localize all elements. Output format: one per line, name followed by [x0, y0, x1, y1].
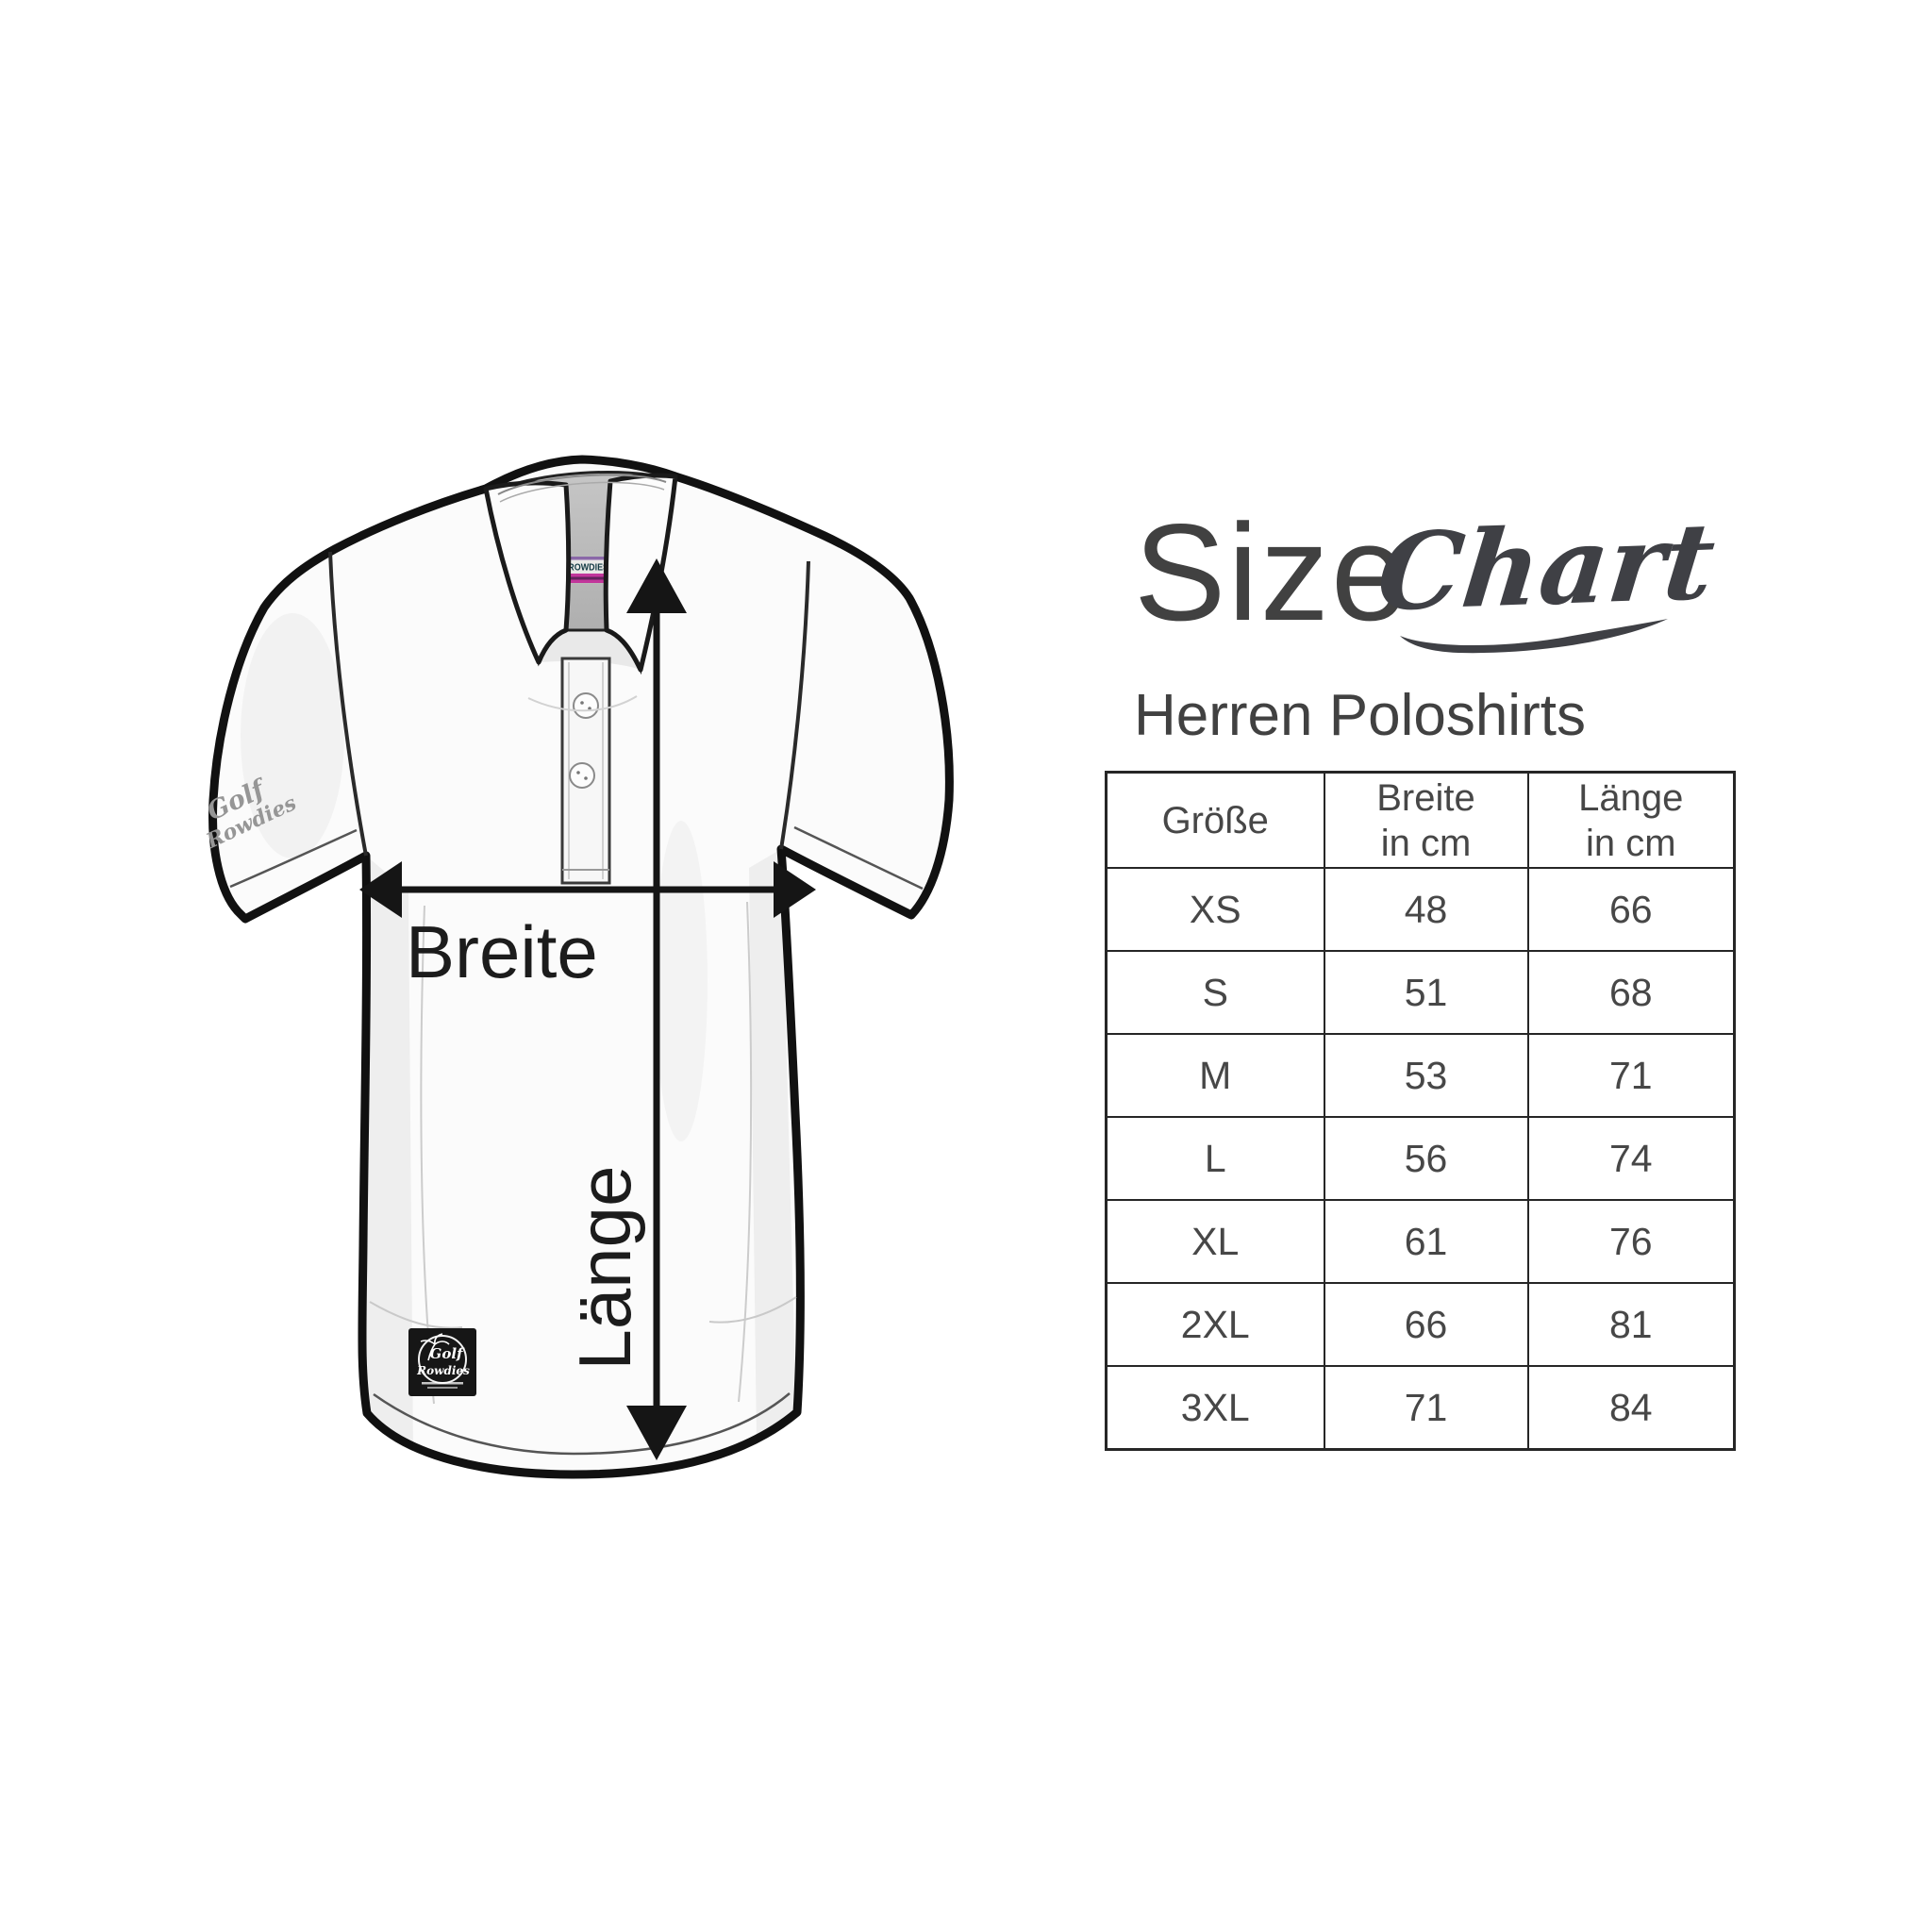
- size-cell: XL: [1105, 1199, 1325, 1284]
- width-arrow: [359, 861, 816, 918]
- patch-script-bottom: Rowdies: [416, 1364, 470, 1377]
- table-row: L 56 74: [1105, 1116, 1736, 1201]
- size-cell: 2XL: [1105, 1282, 1325, 1367]
- size-cell: L: [1105, 1116, 1325, 1201]
- col-header-label: Länge: [1578, 776, 1684, 819]
- breite-cell: 56: [1323, 1116, 1529, 1201]
- table-row: 3XL 71 84: [1105, 1365, 1736, 1451]
- placket: [560, 657, 611, 885]
- button-icon: [573, 692, 599, 719]
- breite-cell: 61: [1323, 1199, 1529, 1284]
- neck-label-text: GOLF ROWDIES: [542, 563, 608, 574]
- patch-script-top: Golf: [430, 1345, 466, 1362]
- table-row: XS 48 66: [1105, 867, 1736, 952]
- page-title: Size: [1134, 495, 1410, 649]
- laenge-cell: 84: [1526, 1365, 1736, 1451]
- palm-tree-icon: [420, 1333, 450, 1361]
- width-label: Breite: [406, 910, 598, 993]
- breite-cell: 71: [1323, 1365, 1529, 1451]
- laenge-cell: 81: [1526, 1282, 1736, 1367]
- size-cell: M: [1105, 1033, 1325, 1118]
- col-header-label: Breite: [1376, 776, 1475, 819]
- size-cell: S: [1105, 950, 1325, 1035]
- breite-cell: 51: [1323, 950, 1529, 1035]
- button-icon: [569, 762, 595, 789]
- col-header-label: Größe: [1161, 799, 1269, 841]
- col-header-sub: in cm: [1585, 822, 1676, 864]
- length-arrow: [626, 558, 687, 1460]
- page-subtitle: Herren Poloshirts: [1134, 683, 1586, 748]
- table-header-row: Größe Breite in cm Länge in cm: [1105, 771, 1736, 869]
- breite-cell: 53: [1323, 1033, 1529, 1118]
- table-row: 2XL 66 81: [1105, 1282, 1736, 1367]
- col-header-laenge: Länge in cm: [1526, 771, 1736, 869]
- polo-shirt-illustration: GOLF ROWDIES: [202, 455, 954, 1479]
- size-cell: XS: [1105, 867, 1325, 952]
- fabric-shading: [363, 849, 796, 1452]
- col-header-sub: in cm: [1380, 822, 1472, 864]
- size-cell: 3XL: [1105, 1365, 1325, 1451]
- laenge-cell: 71: [1526, 1033, 1736, 1118]
- title-underline-swash-icon: [1400, 619, 1668, 654]
- length-label: Länge: [563, 1166, 646, 1371]
- laenge-cell: 66: [1526, 867, 1736, 952]
- laenge-cell: 74: [1526, 1116, 1736, 1201]
- table-row: S 51 68: [1105, 950, 1736, 1035]
- breite-cell: 66: [1323, 1282, 1529, 1367]
- col-header-groesse: Größe: [1105, 771, 1325, 869]
- shirt-outline: [208, 455, 954, 1479]
- size-table: Größe Breite in cm Länge in cm XS 48 66: [1105, 771, 1736, 1451]
- col-header-breite: Breite in cm: [1323, 771, 1529, 869]
- table-row: XL 61 76: [1105, 1199, 1736, 1284]
- laenge-cell: 68: [1526, 950, 1736, 1035]
- page-title-script: Chart: [1372, 499, 1721, 636]
- hem-patch-logo: Golf Rowdies: [408, 1328, 476, 1396]
- laenge-cell: 76: [1526, 1199, 1736, 1284]
- table-row: M 53 71: [1105, 1033, 1736, 1118]
- breite-cell: 48: [1323, 867, 1529, 952]
